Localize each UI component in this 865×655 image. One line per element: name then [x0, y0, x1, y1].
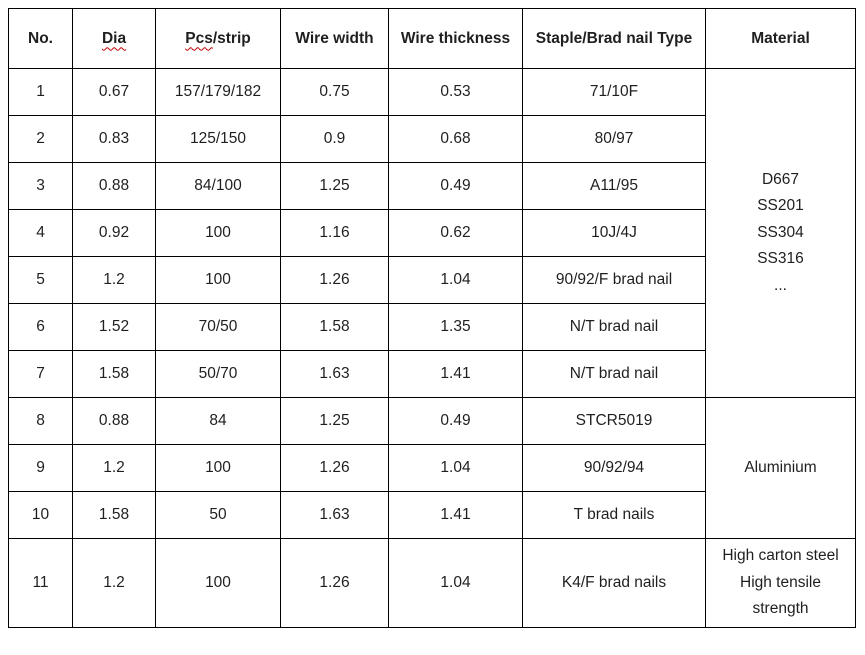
cell-wire-thickness: 1.41	[388, 350, 523, 398]
cell-dia: 1.58	[72, 350, 156, 398]
cell-wire-thickness: 1.04	[388, 444, 523, 492]
cell-dia: 0.92	[72, 209, 156, 257]
cell-no: 9	[8, 444, 73, 492]
cell-wire-thickness: 1.04	[388, 538, 523, 628]
staple-spec-table: No. Dia Pcs/strip Wire width Wire thickn…	[8, 8, 856, 628]
cell-wire-thickness: 1.41	[388, 491, 523, 539]
cell-wire-thickness: 1.35	[388, 303, 523, 351]
header-row: No. Dia Pcs/strip Wire width Wire thickn…	[8, 8, 856, 69]
cell-pcs-strip: 50	[155, 491, 281, 539]
table-row-5: 5 1.2 100 1.26 1.04 90/92/F brad nail	[8, 256, 856, 304]
cell-pcs-strip: 50/70	[155, 350, 281, 398]
cell-wire-thickness: 0.62	[388, 209, 523, 257]
cell-no: 11	[8, 538, 73, 628]
cell-no: 1	[8, 68, 73, 116]
cell-pcs-strip: 70/50	[155, 303, 281, 351]
col-header-staple-type: Staple/Brad nail Type	[522, 8, 706, 69]
table-row-2: 2 0.83 125/150 0.9 0.68 80/97	[8, 115, 856, 163]
cell-wire-thickness: 0.49	[388, 162, 523, 210]
cell-staple-type: T brad nails	[522, 491, 706, 539]
cell-wire-thickness: 0.53	[388, 68, 523, 116]
cell-wire-width: 1.63	[280, 491, 389, 539]
table-row-4: 4 0.92 100 1.16 0.62 10J/4J	[8, 209, 856, 257]
cell-pcs-strip: 100	[155, 444, 281, 492]
cell-no: 6	[8, 303, 73, 351]
cell-pcs-strip: 100	[155, 209, 281, 257]
table-row-10: 10 1.58 50 1.63 1.41 T brad nails	[8, 491, 856, 539]
cell-no: 3	[8, 162, 73, 210]
cell-dia: 1.58	[72, 491, 156, 539]
cell-staple-type: 90/92/F brad nail	[522, 256, 706, 304]
cell-dia: 1.2	[72, 256, 156, 304]
cell-pcs-strip: 84/100	[155, 162, 281, 210]
cell-pcs-strip: 100	[155, 538, 281, 628]
cell-wire-width: 0.9	[280, 115, 389, 163]
cell-staple-type: 71/10F	[522, 68, 706, 116]
cell-wire-thickness: 1.04	[388, 256, 523, 304]
cell-dia: 0.88	[72, 162, 156, 210]
col-header-wire-thickness: Wire thickness	[388, 8, 523, 69]
cell-no: 5	[8, 256, 73, 304]
col-header-pcs-strip: Pcs/strip	[155, 8, 281, 69]
cell-staple-type: 80/97	[522, 115, 706, 163]
cell-dia: 1.52	[72, 303, 156, 351]
cell-wire-width: 1.16	[280, 209, 389, 257]
cell-wire-width: 1.63	[280, 350, 389, 398]
cell-no: 4	[8, 209, 73, 257]
cell-wire-width: 1.58	[280, 303, 389, 351]
col-header-material: Material	[705, 8, 856, 69]
cell-material-group-aluminium: Aluminium	[705, 397, 856, 539]
table-row-9: 9 1.2 100 1.26 1.04 90/92/94	[8, 444, 856, 492]
cell-dia: 1.2	[72, 444, 156, 492]
cell-staple-type: 10J/4J	[522, 209, 706, 257]
cell-pcs-strip: 157/179/182	[155, 68, 281, 116]
table-row-6: 6 1.52 70/50 1.58 1.35 N/T brad nail	[8, 303, 856, 351]
cell-no: 8	[8, 397, 73, 445]
cell-no: 2	[8, 115, 73, 163]
table-row-1: 1 0.67 157/179/182 0.75 0.53 71/10F D667…	[8, 68, 856, 398]
cell-wire-width: 1.26	[280, 538, 389, 628]
cell-staple-type: N/T brad nail	[522, 303, 706, 351]
cell-material-group-high-carton-steel: High carton steel High tensile strength	[705, 538, 856, 628]
table-row-7: 7 1.58 50/70 1.63 1.41 N/T brad nail	[8, 350, 856, 398]
cell-pcs-strip: 125/150	[155, 115, 281, 163]
cell-staple-type: STCR5019	[522, 397, 706, 445]
pcs-label-spellchecked: Pcs	[185, 29, 213, 47]
cell-no: 10	[8, 491, 73, 539]
cell-wire-thickness: 0.49	[388, 397, 523, 445]
table-row-8: 8 0.88 84 1.25 0.49 STCR5019 Aluminium	[8, 397, 856, 539]
cell-dia: 0.88	[72, 397, 156, 445]
cell-pcs-strip: 84	[155, 397, 281, 445]
cell-staple-type: 90/92/94	[522, 444, 706, 492]
dia-label-spellchecked: Dia	[101, 29, 127, 47]
strip-label: /strip	[212, 29, 251, 47]
cell-wire-width: 1.25	[280, 397, 389, 445]
col-header-dia: Dia	[72, 8, 156, 69]
cell-wire-thickness: 0.68	[388, 115, 523, 163]
table-row-3: 3 0.88 84/100 1.25 0.49 A11/95	[8, 162, 856, 210]
cell-dia: 0.83	[72, 115, 156, 163]
table-row-11: 11 1.2 100 1.26 1.04 K4/F brad nails Hig…	[8, 538, 856, 628]
cell-pcs-strip: 100	[155, 256, 281, 304]
cell-wire-width: 1.26	[280, 256, 389, 304]
cell-material-group-steel: D667 SS201 SS304 SS316 ...	[705, 68, 856, 398]
cell-no: 7	[8, 350, 73, 398]
col-header-wire-width: Wire width	[280, 8, 389, 69]
cell-dia: 0.67	[72, 68, 156, 116]
cell-dia: 1.2	[72, 538, 156, 628]
cell-wire-width: 0.75	[280, 68, 389, 116]
cell-staple-type: A11/95	[522, 162, 706, 210]
cell-staple-type: N/T brad nail	[522, 350, 706, 398]
col-header-no: No.	[8, 8, 73, 69]
cell-wire-width: 1.25	[280, 162, 389, 210]
cell-wire-width: 1.26	[280, 444, 389, 492]
cell-staple-type: K4/F brad nails	[522, 538, 706, 628]
